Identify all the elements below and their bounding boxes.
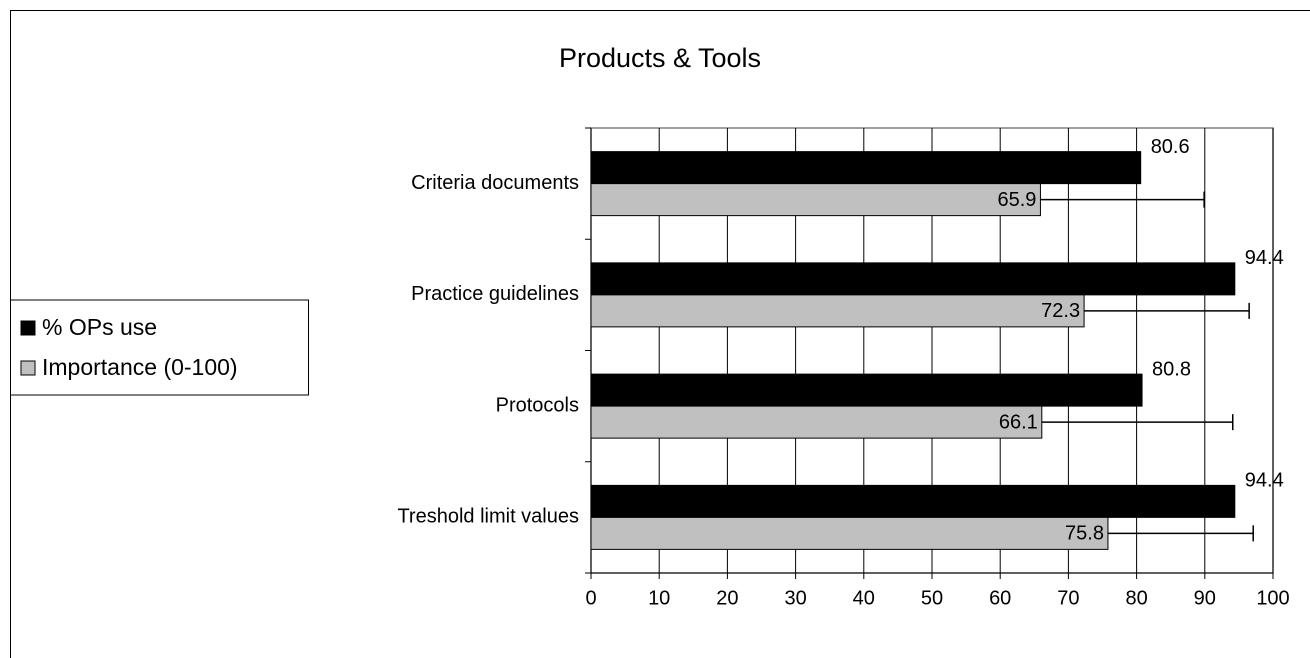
data-label: 66.1 — [999, 411, 1038, 433]
bar — [590, 484, 1236, 518]
legend-swatch — [20, 360, 36, 376]
x-tick-label: 70 — [1057, 587, 1079, 609]
data-label: 75.8 — [1065, 523, 1104, 545]
data-label: 94.4 — [1245, 470, 1284, 492]
bar — [590, 405, 1043, 439]
x-tick-label: 30 — [784, 587, 806, 609]
legend-swatch — [20, 320, 36, 336]
y-tick-label: Protocols — [496, 394, 579, 416]
chart-title: Products & Tools — [559, 43, 761, 73]
data-label: 65.9 — [998, 189, 1037, 211]
x-tick-label: 40 — [853, 587, 875, 609]
x-tick-label: 20 — [716, 587, 738, 609]
x-tick-label: 50 — [921, 587, 943, 609]
x-tick-label: 80 — [1125, 587, 1147, 609]
bar — [590, 183, 1041, 217]
bar — [590, 151, 1142, 185]
bar — [590, 373, 1143, 407]
data-label: 80.6 — [1151, 136, 1190, 158]
y-tick-label: Criteria documents — [411, 172, 579, 194]
legend-label: % OPs use — [42, 314, 157, 340]
x-tick-label: 90 — [1194, 587, 1216, 609]
bar — [590, 294, 1085, 328]
legend-label: Importance (0-100) — [42, 354, 238, 380]
data-label: 80.8 — [1152, 358, 1191, 380]
data-label: 72.3 — [1041, 300, 1080, 322]
y-tick-label: Practice guidelines — [411, 283, 579, 305]
x-tick-label: 0 — [585, 587, 596, 609]
legend-box — [10, 299, 309, 396]
bar — [590, 262, 1236, 296]
bar — [590, 516, 1109, 550]
x-tick-label: 10 — [648, 587, 670, 609]
x-tick-label: 60 — [989, 587, 1011, 609]
data-label: 94.4 — [1245, 247, 1284, 269]
y-tick-label: Treshold limit values — [397, 506, 579, 528]
x-tick-label: 100 — [1256, 587, 1289, 609]
